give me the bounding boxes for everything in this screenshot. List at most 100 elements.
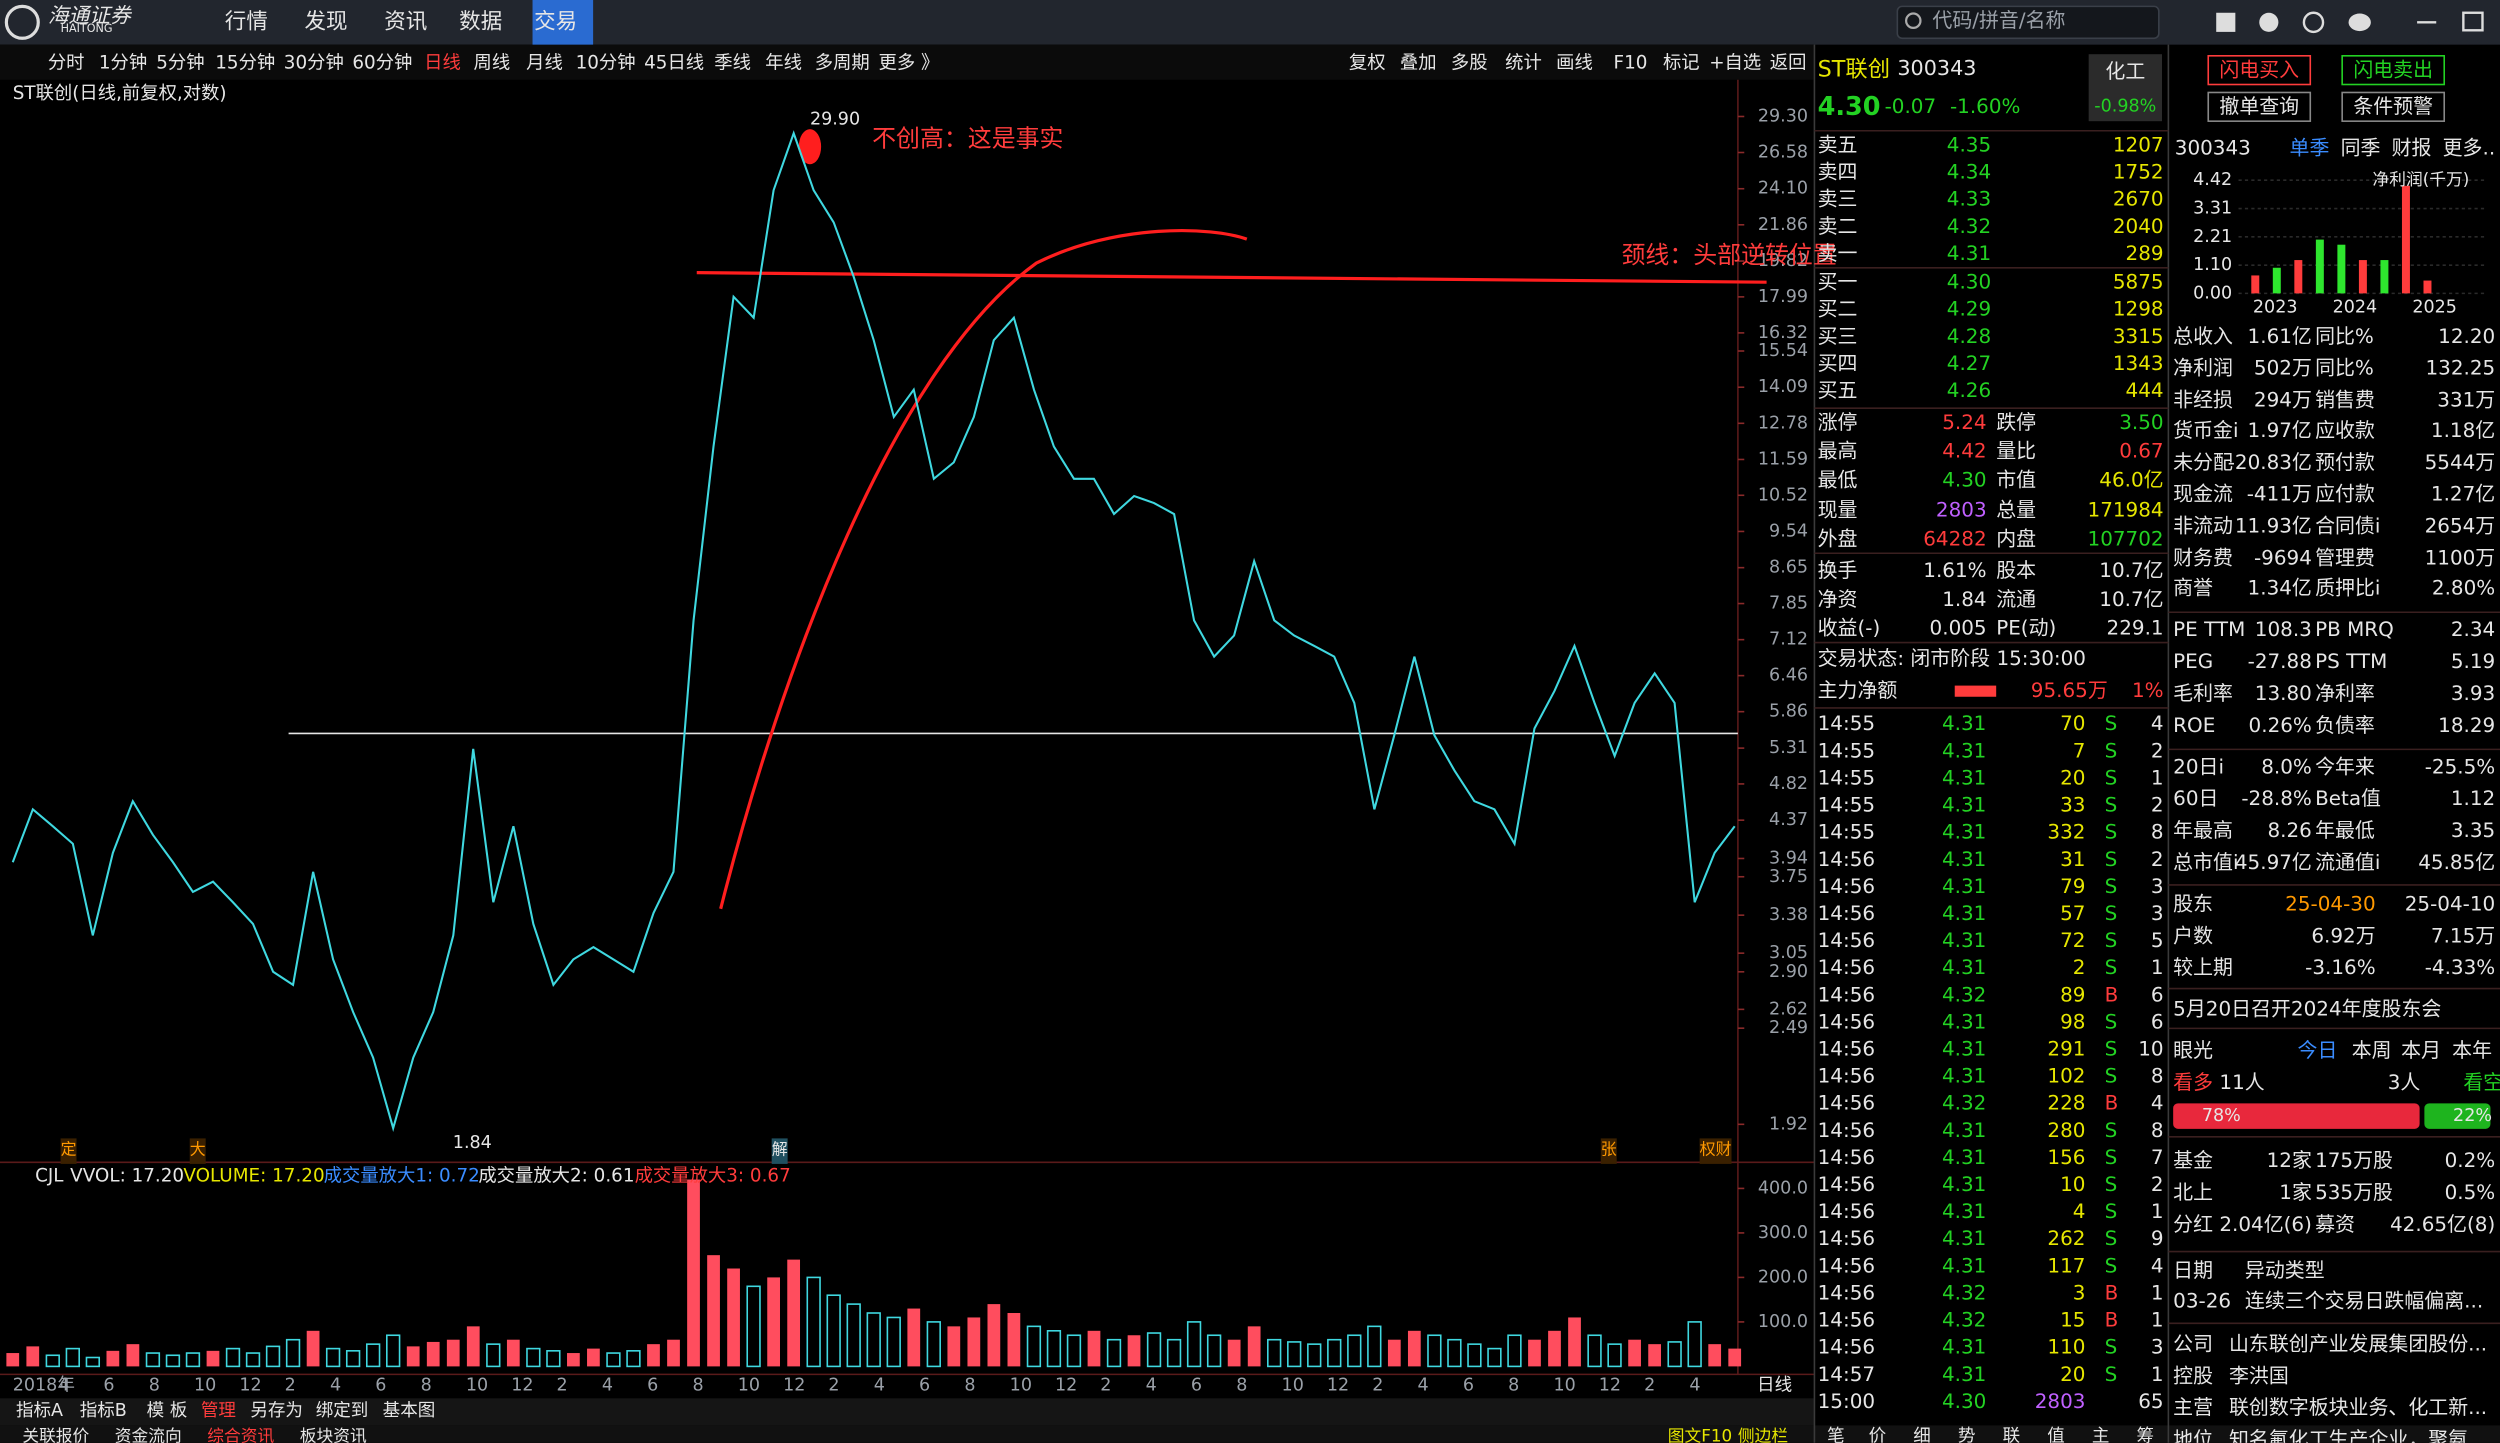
period-button[interactable]: 1分钟: [98, 51, 148, 74]
tool-button[interactable]: 标记: [1662, 51, 1700, 74]
fin-value: -27.88: [2247, 648, 2312, 673]
quote-tab[interactable]: 价: [1868, 1425, 1887, 1443]
action-button[interactable]: 闪电买入: [2219, 57, 2300, 82]
chart-tab[interactable]: 管理: [200, 1399, 236, 1421]
footer-tab[interactable]: 图文F10: [1667, 1426, 1733, 1443]
action-button[interactable]: 条件预警: [2353, 94, 2434, 118]
sentiment-tab[interactable]: 本周: [2351, 1037, 2392, 1062]
tick-side: S: [2104, 765, 2118, 790]
period-button[interactable]: 60分钟: [352, 51, 413, 74]
chart-tab[interactable]: 模 板: [146, 1399, 188, 1421]
search-placeholder[interactable]: 代码/拼音/名称: [1932, 7, 2066, 32]
quote-tab[interactable]: 主: [2091, 1425, 2110, 1443]
menu-item[interactable]: 数据: [459, 9, 503, 36]
event-label: 日期: [2173, 1257, 2214, 1282]
footer-tab[interactable]: 综合资讯: [207, 1426, 275, 1443]
settings-icon[interactable]: [2259, 12, 2279, 32]
quote-tab[interactable]: 势: [1957, 1425, 1976, 1443]
fin-tab[interactable]: 同季: [2340, 135, 2381, 160]
tick-time: 14:56: [1817, 1063, 1876, 1088]
event-mark[interactable]: 解: [771, 1138, 788, 1164]
event-mark[interactable]: 大: [189, 1138, 206, 1164]
quote-tab[interactable]: 联: [2002, 1425, 2021, 1443]
event-mark[interactable]: 定: [60, 1138, 77, 1164]
fin-tab[interactable]: 单季: [2289, 135, 2330, 160]
chart-tab[interactable]: 基本图: [382, 1399, 436, 1421]
quote-tab[interactable]: 值: [2047, 1425, 2065, 1443]
period-button[interactable]: 月线: [526, 51, 563, 74]
footer-tab[interactable]: 板块资讯: [299, 1426, 367, 1443]
event-mark[interactable]: 权财: [1699, 1138, 1732, 1164]
quote-tab[interactable]: 筹: [2136, 1425, 2155, 1443]
period-button[interactable]: 年线: [765, 51, 802, 74]
globe-icon[interactable]: [2302, 11, 2325, 34]
grid-icon[interactable]: [2216, 12, 2236, 32]
high-label: 29.90: [810, 110, 860, 130]
period-button[interactable]: 5分钟: [156, 51, 205, 74]
action-button[interactable]: 撤单查询: [2219, 94, 2300, 118]
period-button[interactable]: 多周期: [814, 51, 870, 74]
period-button[interactable]: 日线: [424, 51, 461, 74]
period-button[interactable]: 周线: [473, 51, 511, 74]
quote-tab[interactable]: 笔: [1827, 1425, 1845, 1443]
chart-tab[interactable]: 指标A: [15, 1399, 64, 1421]
period-button[interactable]: 10分钟: [575, 51, 636, 74]
period-button[interactable]: 季线: [714, 51, 751, 74]
chat-icon[interactable]: [2348, 13, 2371, 32]
tool-button[interactable]: F10: [1613, 51, 1648, 74]
search-box[interactable]: [1896, 5, 2160, 40]
chart-tab[interactable]: 指标B: [79, 1399, 127, 1421]
period-button[interactable]: 分时: [47, 51, 85, 74]
event-text[interactable]: 连续三个交易日跌幅偏离...: [2244, 1288, 2484, 1313]
footer-tab[interactable]: 侧边栏: [1737, 1426, 1789, 1443]
tool-button[interactable]: 多股: [1450, 51, 1488, 74]
footer-tab[interactable]: 资金流向: [114, 1426, 182, 1443]
tool-button[interactable]: 复权: [1348, 51, 1386, 74]
menu-item[interactable]: 行情: [224, 9, 268, 36]
chart-tab[interactable]: 绑定到: [315, 1399, 369, 1421]
chart-tab[interactable]: 另存为: [250, 1399, 303, 1421]
volume-bar: [1327, 1338, 1342, 1368]
fin-value: 45.85亿: [2418, 849, 2496, 874]
tool-button[interactable]: 返回: [1769, 51, 1807, 74]
footer-tab[interactable]: 关联报价: [22, 1426, 90, 1443]
maximize-icon[interactable]: [2462, 11, 2484, 32]
tool-button[interactable]: +自选: [1709, 51, 1762, 74]
tool-button[interactable]: 叠加: [1399, 51, 1437, 74]
period-button[interactable]: 15分钟: [215, 51, 276, 74]
tick-count: 4: [2150, 1090, 2164, 1115]
fin-tab[interactable]: 更多..: [2442, 135, 2496, 160]
fin-label: 总市值i: [2173, 849, 2239, 874]
quote-tab[interactable]: 细: [1913, 1425, 1931, 1443]
period-button[interactable]: 30分钟: [283, 51, 344, 74]
sentiment-tab[interactable]: 本月: [2401, 1037, 2442, 1062]
stat-value: 1.61%: [1923, 558, 1987, 582]
sector-name[interactable]: 化工: [2105, 58, 2146, 83]
sentiment-tab[interactable]: 今日: [2297, 1037, 2338, 1062]
tick-volume: 33: [2060, 792, 2086, 817]
menu-item[interactable]: 资讯: [384, 9, 428, 36]
button-frame: [2341, 91, 2446, 122]
fin-tab[interactable]: 财报: [2391, 135, 2432, 160]
tool-button[interactable]: 统计: [1505, 51, 1542, 74]
menu-item[interactable]: 交易: [534, 9, 578, 36]
indicator-name[interactable]: CJL: [35, 1163, 64, 1187]
fin-value: 1.34亿: [2247, 576, 2312, 601]
period-button[interactable]: 45日线: [644, 51, 705, 74]
tool-button[interactable]: 画线: [1556, 51, 1593, 74]
fin-label: 基金: [2173, 1147, 2214, 1172]
volume-bar: [947, 1326, 961, 1367]
menu-item[interactable]: 发现: [304, 9, 348, 36]
sentiment-tab[interactable]: 本年: [2452, 1037, 2493, 1062]
action-button[interactable]: 闪电卖出: [2353, 57, 2434, 82]
news-item[interactable]: 5月20日召开2024年度股东会: [2173, 996, 2442, 1021]
x-tick-label: 2: [1372, 1376, 1383, 1396]
book-label: 买五: [1817, 377, 1858, 402]
period-button[interactable]: 更多 》: [878, 51, 940, 74]
fin-label: PS TTM: [2315, 648, 2388, 673]
event-mark[interactable]: 张: [1600, 1138, 1617, 1164]
x-tick-label: 8: [1508, 1376, 1519, 1396]
sector-box[interactable]: [2088, 54, 2163, 122]
trade-status: 交易状态: 闭市阶段 15:30:00: [1817, 645, 2086, 670]
tick-volume: 156: [2047, 1144, 2086, 1169]
